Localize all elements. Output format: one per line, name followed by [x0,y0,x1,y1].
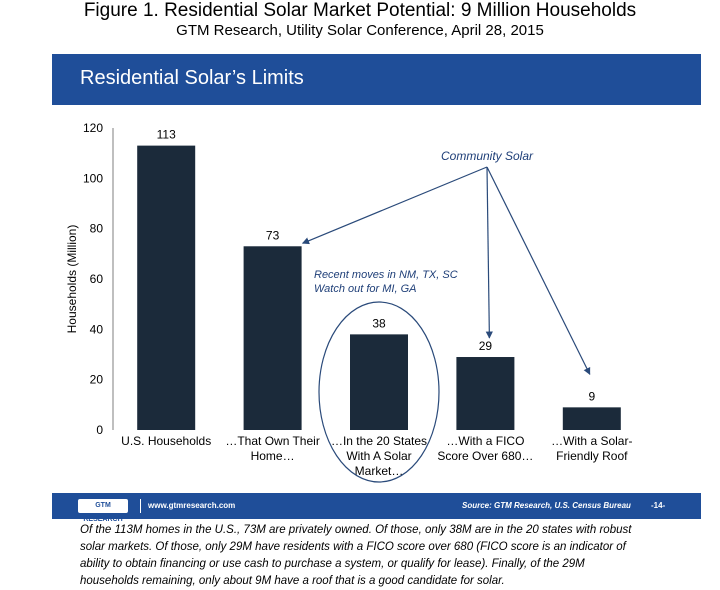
website-link[interactable]: www.gtmresearch.com [148,501,236,510]
community-solar-annotation: Community Solar [441,149,534,163]
gtm-research-logo: GTM RESEARCH [78,499,128,523]
bar [562,407,621,430]
category-label: …With a Solar- [551,434,632,448]
bar [456,357,515,430]
slide-title-banner: Residential Solar’s Limits [52,54,701,105]
y-tick-label: 40 [90,322,104,336]
y-axis-title: Households (Million) [65,225,79,334]
bar [350,334,408,430]
caption-text: Of the 113M homes in the U.S., 73M are p… [80,524,632,587]
bar-value-label: 29 [479,339,493,353]
slide-title: Residential Solar’s Limits [80,67,304,89]
recent-moves-annotation: Recent moves in NM, TX, SC [314,269,458,281]
category-label: …In the 20 States [331,434,427,448]
category-label: With A Solar [346,449,411,463]
arrow-to-roof [486,166,591,375]
y-tick-label: 120 [83,121,103,135]
category-label: …With a FICO [446,434,524,448]
bar-chart: 0 20 40 60 80 100 120 Households (Million) 113 U… [65,121,632,483]
arrow-to-owners [301,166,488,245]
y-tick-label: 20 [90,373,104,387]
category-label: Market… [355,464,404,478]
y-tick-label: 0 [96,423,103,437]
watch-out-annotation: Watch out for MI, GA [314,283,417,295]
bar-value-label: 73 [266,228,280,242]
arrow-to-fico [485,166,493,339]
bar [137,145,196,430]
figure-title: Figure 1. Residential Solar Market Poten… [83,0,637,21]
highlight-ellipse [318,301,440,483]
figure-subtitle: GTM Research, Utility Solar Conference, … [176,22,544,39]
page-number: -14- [651,501,666,510]
category-label: Home… [251,449,295,463]
bar-value-label: 9 [588,389,595,403]
source-note: Source: GTM Research, U.S. Census Bureau [462,501,631,510]
bar [243,246,302,430]
y-tick-label: 80 [90,222,104,236]
category-label: Score Over 680… [437,449,533,463]
y-tick-label: 100 [83,171,103,185]
y-tick-label: 60 [90,272,104,286]
category-label: Friendly Roof [556,449,628,463]
category-label: U.S. Households [121,434,211,448]
bar-value-label: 38 [372,316,386,330]
bar-value-label: 113 [157,128,176,142]
category-label: …That Own Their [225,434,319,448]
footer-divider [140,499,141,513]
slide-footer: GTM RESEARCH www.gtmresearch.com Source:… [52,493,701,523]
